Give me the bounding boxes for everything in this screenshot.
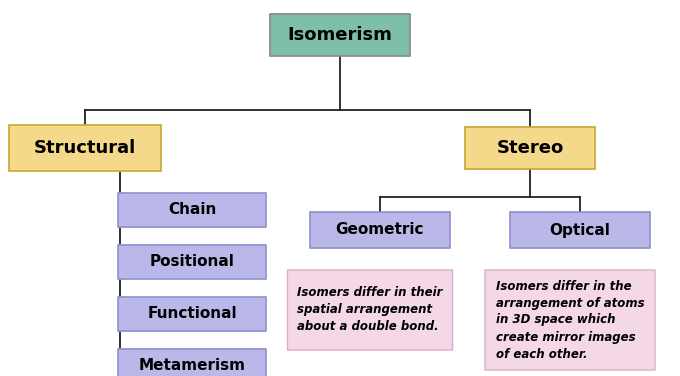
FancyBboxPatch shape xyxy=(270,14,410,56)
Text: Positional: Positional xyxy=(150,255,235,270)
Text: Isomerism: Isomerism xyxy=(288,26,392,44)
FancyBboxPatch shape xyxy=(485,270,655,370)
Text: Functional: Functional xyxy=(147,306,237,321)
FancyBboxPatch shape xyxy=(118,245,266,279)
FancyBboxPatch shape xyxy=(510,212,650,248)
Text: Isomers differ in the
arrangement of atoms
in 3D space which
create mirror image: Isomers differ in the arrangement of ato… xyxy=(496,279,645,361)
FancyBboxPatch shape xyxy=(118,297,266,331)
Text: Structural: Structural xyxy=(34,139,136,157)
Text: Metamerism: Metamerism xyxy=(139,358,245,373)
Text: Stereo: Stereo xyxy=(496,139,564,157)
FancyBboxPatch shape xyxy=(465,127,595,169)
Text: Isomers differ in their
spatial arrangement
about a double bond.: Isomers differ in their spatial arrangem… xyxy=(297,287,443,334)
FancyBboxPatch shape xyxy=(118,349,266,376)
FancyBboxPatch shape xyxy=(9,125,161,171)
FancyBboxPatch shape xyxy=(310,212,450,248)
FancyBboxPatch shape xyxy=(288,270,452,350)
Text: Optical: Optical xyxy=(549,223,611,238)
FancyBboxPatch shape xyxy=(118,193,266,227)
Text: Chain: Chain xyxy=(168,203,216,217)
Text: Geometric: Geometric xyxy=(336,223,424,238)
